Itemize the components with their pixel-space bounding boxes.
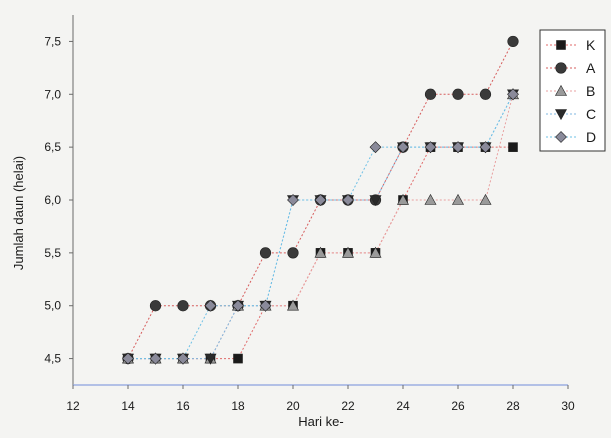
- y-tick-label: 5,0: [44, 299, 61, 313]
- data-point-a: [287, 247, 299, 259]
- data-point-d: [232, 299, 244, 312]
- x-axis-title: Hari ke-: [298, 414, 344, 429]
- x-tick-label: 22: [341, 399, 355, 413]
- data-point-d: [314, 194, 327, 206]
- data-point-a: [149, 300, 162, 312]
- y-tick-label: 7,0: [44, 87, 61, 101]
- legend-marker-a: [555, 62, 567, 74]
- data-point-d: [397, 141, 409, 154]
- legend-marker-b: [554, 84, 568, 96]
- legend-marker-c: [554, 109, 568, 121]
- data-point-d: [122, 352, 134, 365]
- data-point-a: [177, 300, 189, 312]
- legend-label-d: D: [586, 129, 596, 145]
- axes: 12 14 16 18 20 22 24 26 28 30 4,5 5,0 5,5 6,0 6,5 7,0 7,…: [44, 15, 575, 413]
- data-point-d: [424, 141, 437, 154]
- data-point-d: [479, 141, 492, 154]
- x-tick-label: 14: [121, 399, 135, 413]
- x-tick-label: 16: [176, 399, 190, 413]
- data-point-b: [369, 246, 382, 258]
- data-point-b: [314, 246, 327, 258]
- data-point-a: [452, 88, 464, 100]
- data-point-k: [233, 353, 243, 364]
- data-point-d: [452, 141, 464, 154]
- data-point-b: [479, 193, 492, 205]
- data-point-b: [451, 193, 465, 205]
- data-point-b: [424, 193, 437, 205]
- y-tick-label: 4,5: [44, 352, 61, 366]
- legend-label-c: C: [586, 106, 596, 122]
- legend-label-a: A: [586, 60, 596, 76]
- x-tick-label: 30: [561, 399, 575, 413]
- y-tick-label: 5,5: [44, 246, 61, 260]
- data-point-a: [424, 88, 437, 100]
- data-point-d: [204, 299, 217, 312]
- data-point-d: [342, 194, 354, 206]
- legend-marker-k: [556, 40, 566, 50]
- data-point-c: [204, 353, 217, 365]
- y-tick-label: 6,0: [44, 193, 61, 207]
- x-tick-label: 24: [396, 399, 410, 413]
- data-point-d: [507, 88, 519, 101]
- data-point-d: [369, 141, 382, 154]
- data-point-d: [259, 299, 272, 312]
- data-point-c: [369, 195, 382, 207]
- data-point-b: [341, 246, 355, 258]
- x-tick-label: 18: [231, 399, 245, 413]
- series-line-c: [128, 94, 514, 360]
- data-point-a: [479, 88, 492, 100]
- legend-label-k: K: [586, 37, 596, 53]
- legend-marker-d: [555, 131, 567, 143]
- data-point-k: [508, 142, 518, 152]
- data-point-b: [286, 299, 300, 311]
- x-tick-label: 28: [506, 399, 520, 413]
- x-tick-label: 26: [451, 399, 465, 413]
- data-point-d: [149, 352, 162, 365]
- y-tick-label: 6,5: [44, 140, 61, 154]
- data-point-b: [396, 193, 410, 205]
- data-point-d: [177, 352, 189, 365]
- data-point-a: [507, 35, 519, 48]
- y-tick-label: 7,5: [44, 34, 61, 48]
- x-tick-label: 12: [66, 399, 80, 413]
- data-point-a: [259, 247, 272, 259]
- y-axis-title: Jumlah daun (helai): [11, 156, 26, 270]
- series-markers: [121, 35, 520, 365]
- data-point-d: [287, 194, 299, 206]
- x-tick-label: 20: [286, 399, 300, 413]
- legend-label-b: B: [586, 83, 595, 99]
